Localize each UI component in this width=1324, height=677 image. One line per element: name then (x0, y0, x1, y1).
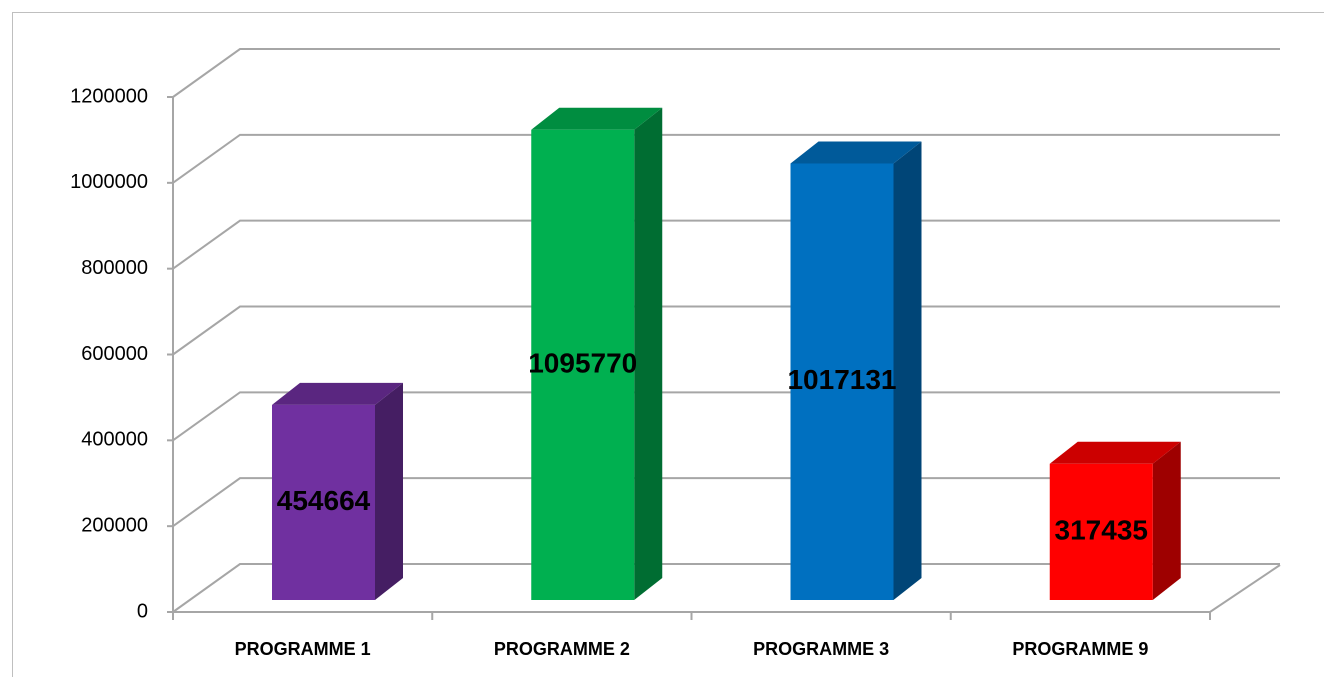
bar-side (893, 141, 922, 601)
bar (531, 129, 635, 600)
grid-line (172, 563, 1280, 613)
y-tick-label: 0 (137, 600, 148, 622)
bar-side (375, 382, 403, 600)
y-tick-label: 1000000 (70, 171, 148, 193)
y-tick-label: 200000 (81, 514, 148, 536)
grid-line (172, 305, 1280, 356)
bar-top (272, 382, 403, 405)
bar-top (531, 107, 663, 130)
value-label: 1017131 (787, 364, 896, 395)
grid-line (172, 391, 1280, 442)
y-tick-label: 1200000 (70, 85, 148, 107)
bar (790, 163, 894, 601)
grid-line (172, 133, 1280, 184)
bar-side (634, 107, 663, 600)
x-tick-label: PROGRAMME 1 (235, 639, 371, 659)
bar-top (790, 141, 922, 164)
y-tick-label: 400000 (81, 429, 148, 451)
bar (1049, 463, 1153, 600)
grid-line (172, 219, 1280, 270)
y-tick-label: 600000 (81, 343, 148, 365)
y-tick-label: 800000 (81, 257, 148, 279)
x-tick-label: PROGRAMME 2 (494, 639, 630, 659)
value-label: 317435 (1055, 514, 1148, 545)
value-label: 454664 (277, 485, 371, 516)
chart-border (12, 12, 1324, 677)
grid-line (172, 477, 1280, 527)
bar-top (1049, 441, 1181, 464)
grid-line (172, 48, 1280, 98)
value-label: 1095770 (528, 347, 637, 378)
x-tick-label: PROGRAMME 3 (753, 639, 889, 659)
bar (272, 404, 375, 600)
bar-side (1152, 441, 1181, 600)
x-tick-label: PROGRAMME 9 (1012, 639, 1148, 659)
